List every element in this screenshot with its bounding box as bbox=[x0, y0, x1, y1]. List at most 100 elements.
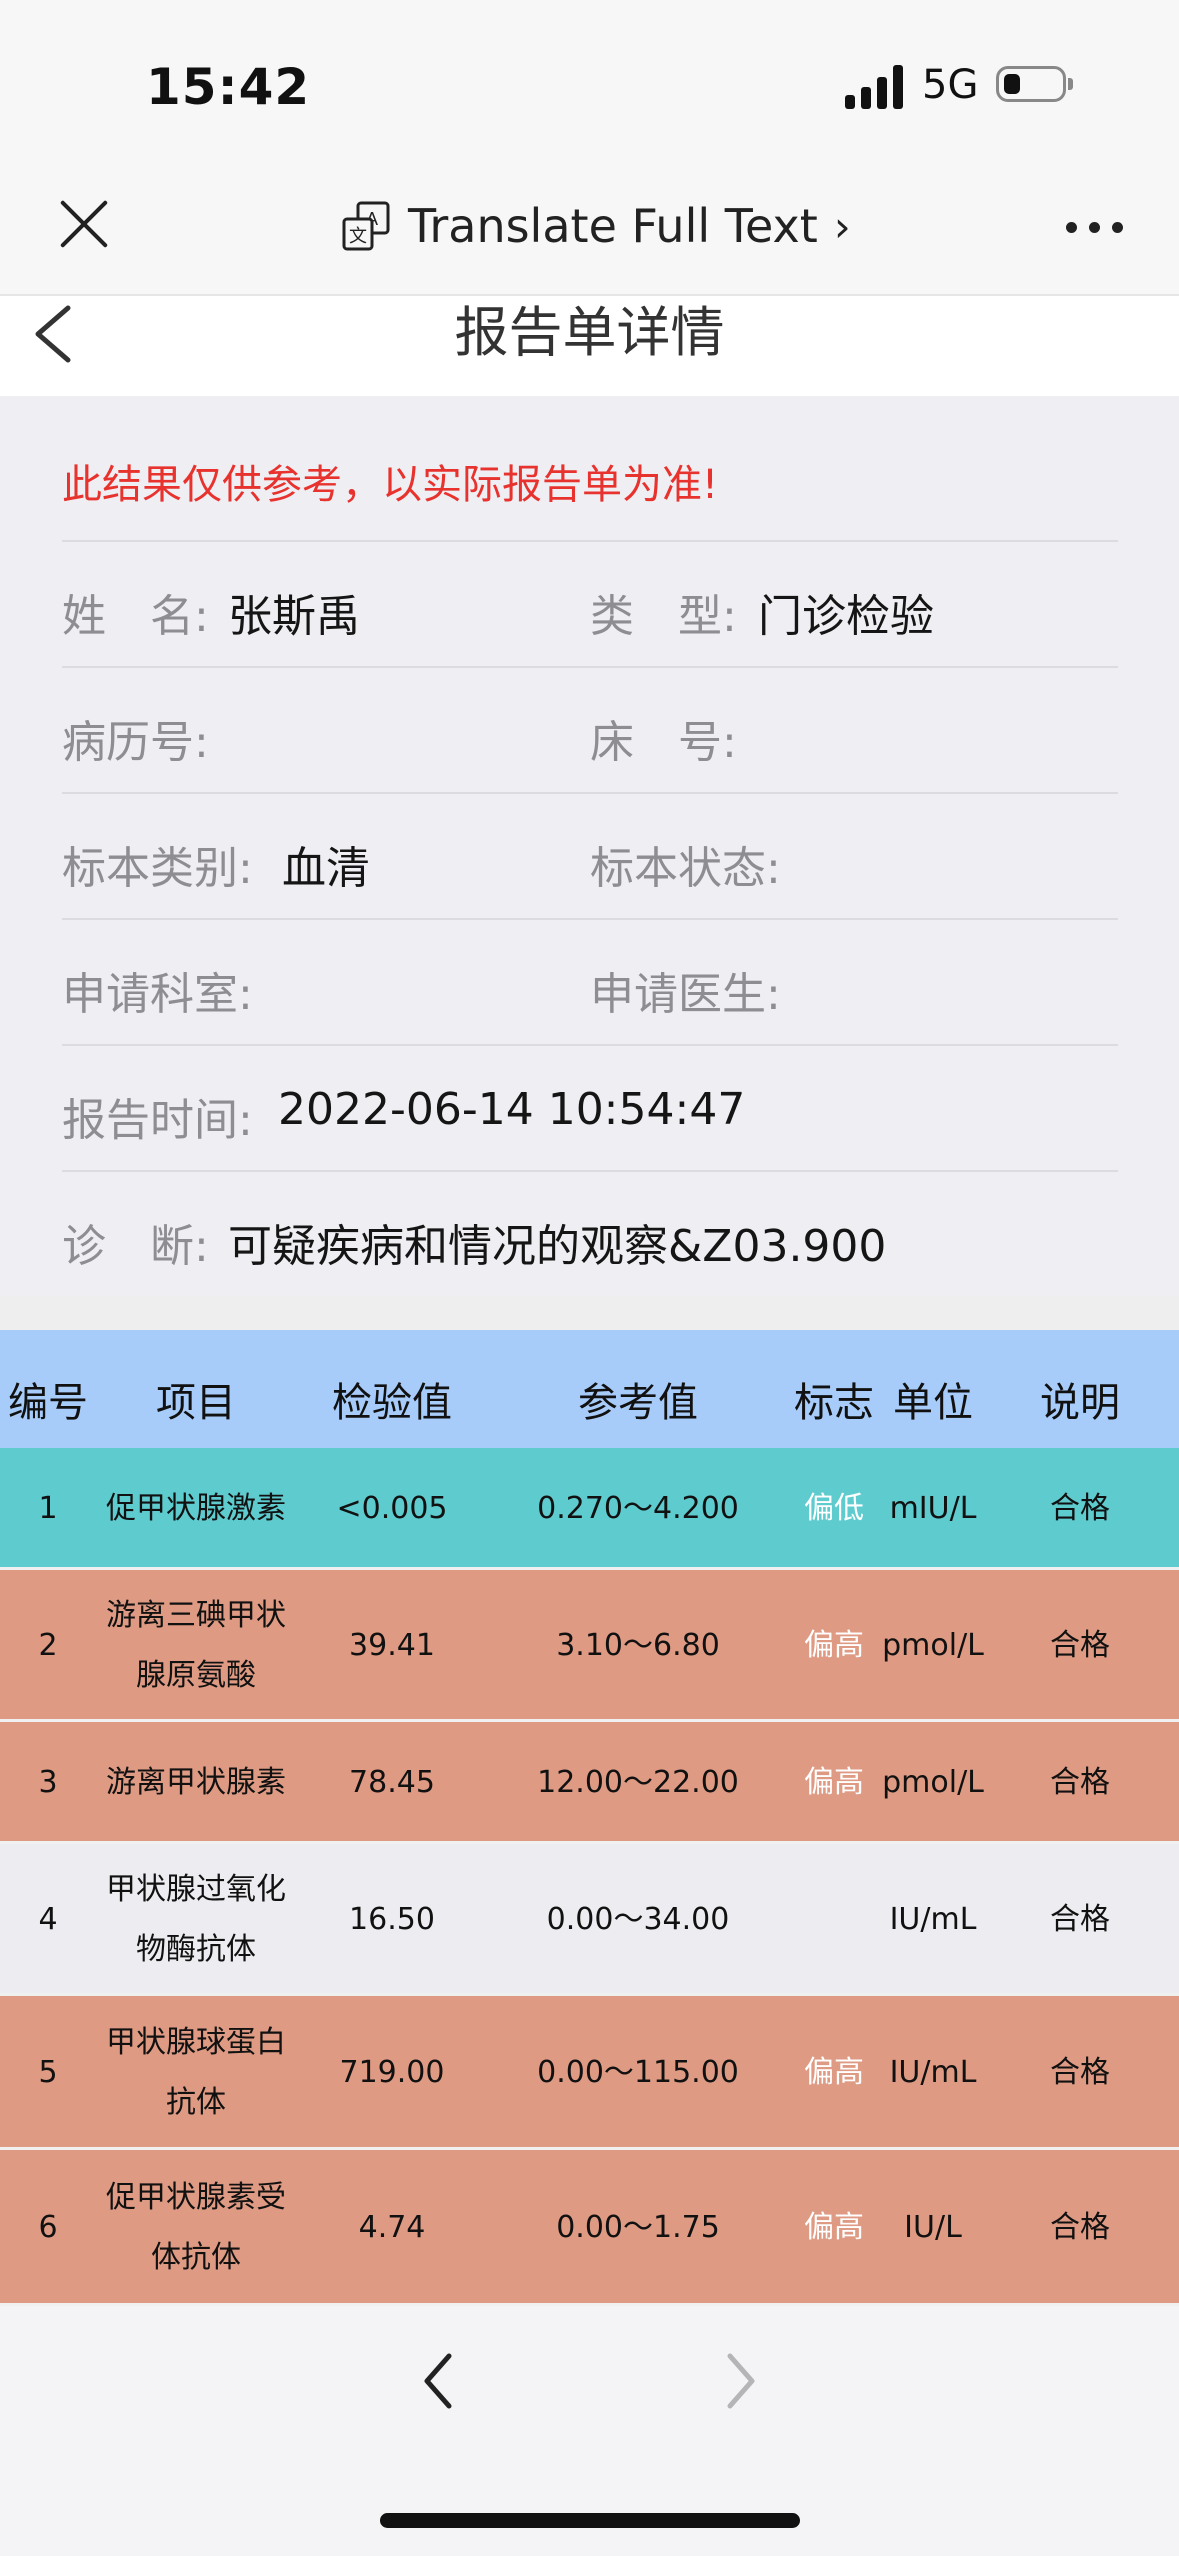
col-header-no: 编号 bbox=[8, 1380, 88, 1426]
table-row[interactable]: 1 促甲状腺激素 <0.005 0.270～4.200 偏低 mIU/L 合格 bbox=[0, 1448, 1179, 1570]
cell-item: 游离三碘甲状 腺原氨酸 bbox=[106, 1586, 286, 1706]
cell-note: 合格 bbox=[1050, 2210, 1110, 2245]
nav-bar bbox=[0, 170, 1179, 294]
diagnosis-label: 诊 断: bbox=[62, 1221, 209, 1272]
home-indicator bbox=[380, 2513, 800, 2528]
col-header-flag: 标志 bbox=[794, 1380, 874, 1426]
close-icon[interactable] bbox=[56, 196, 112, 252]
chevron-left-icon[interactable] bbox=[409, 2346, 469, 2416]
cell-note: 合格 bbox=[1050, 1765, 1110, 1800]
report-time-value: 2022-06-14 10:54:47 bbox=[278, 1084, 746, 1135]
cell-item-line2: 物酶抗体 bbox=[136, 1932, 256, 1967]
doctor-label: 申请医生: bbox=[590, 969, 781, 1020]
table-row[interactable]: 3 游离甲状腺素 78.45 12.00～22.00 偏高 pmol/L 合格 bbox=[0, 1722, 1179, 1844]
chevron-right-icon[interactable] bbox=[710, 2346, 770, 2416]
table-header bbox=[0, 1330, 1179, 1448]
cell-value: <0.005 bbox=[336, 1491, 448, 1526]
cell-value: 719.00 bbox=[339, 2055, 445, 2090]
cell-item: 游离甲状腺素 bbox=[106, 1765, 286, 1800]
section-gap bbox=[0, 1296, 1179, 1330]
translate-icon: A 文 bbox=[342, 201, 390, 251]
cell-no: 3 bbox=[38, 1765, 58, 1800]
cell-no: 4 bbox=[38, 1902, 58, 1937]
cell-flag: 偏低 bbox=[804, 1491, 864, 1526]
cell-flag: 偏高 bbox=[804, 1628, 864, 1663]
cell-flag: 偏高 bbox=[804, 1765, 864, 1800]
report-time-label: 报告时间: bbox=[62, 1095, 253, 1146]
cell-item: 甲状腺过氧化 物酶抗体 bbox=[106, 1860, 286, 1980]
table-row[interactable]: 5 甲状腺球蛋白 抗体 719.00 0.00～115.00 偏高 IU/mL 合格 bbox=[0, 1996, 1179, 2150]
specimen-state-label: 标本状态: bbox=[590, 843, 781, 894]
name-value: 张斯禹 bbox=[228, 591, 360, 642]
name-label: 姓 名: bbox=[62, 591, 209, 642]
cell-unit: mIU/L bbox=[889, 1491, 977, 1526]
cell-ref: 0.270～4.200 bbox=[537, 1491, 739, 1526]
info-row-diagnosis: 诊 断: 可疑疾病和情况的观察&Z03.900 bbox=[62, 1170, 1118, 1300]
dept-label: 申请科室: bbox=[62, 969, 253, 1020]
battery-icon bbox=[996, 66, 1073, 102]
cell-item: 促甲状腺激素 bbox=[106, 1491, 286, 1526]
cell-value: 78.45 bbox=[349, 1765, 435, 1800]
cell-item-line1: 甲状腺球蛋白 bbox=[106, 2025, 286, 2060]
info-row-time: 报告时间: 2022-06-14 10:54:47 bbox=[62, 1044, 1118, 1172]
cell-note: 合格 bbox=[1050, 1628, 1110, 1663]
more-icon[interactable] bbox=[1066, 222, 1124, 233]
status-bar bbox=[0, 0, 1179, 170]
type-value: 门诊检验 bbox=[758, 591, 934, 642]
cell-value: 16.50 bbox=[349, 1902, 435, 1937]
cell-flag: 偏高 bbox=[804, 2210, 864, 2245]
diagnosis-value: 可疑疾病和情况的观察&Z03.900 bbox=[228, 1221, 887, 1272]
cell-flag: 偏高 bbox=[804, 2055, 864, 2090]
cell-value: 4.74 bbox=[358, 2210, 426, 2245]
col-header-ref: 参考值 bbox=[578, 1380, 698, 1426]
specimen-label: 标本类别: bbox=[62, 843, 253, 894]
status-time: 15:42 bbox=[146, 58, 311, 116]
col-header-note: 说明 bbox=[1040, 1380, 1120, 1426]
record-label: 病历号: bbox=[62, 717, 209, 768]
info-row-specimen: 标本类别: 血清 标本状态: bbox=[62, 792, 1118, 920]
cell-unit: pmol/L bbox=[882, 1628, 984, 1663]
cell-no: 5 bbox=[38, 2055, 58, 2090]
col-header-value: 检验值 bbox=[332, 1380, 452, 1426]
cell-ref: 0.00～115.00 bbox=[537, 2055, 739, 2090]
cell-note: 合格 bbox=[1050, 1902, 1110, 1937]
table-row[interactable]: 6 促甲状腺素受 体抗体 4.74 0.00～1.75 偏高 IU/L 合格 bbox=[0, 2150, 1179, 2306]
signal-icon bbox=[845, 65, 905, 109]
col-header-unit: 单位 bbox=[893, 1380, 973, 1426]
translate-label: Translate Full Text bbox=[408, 199, 818, 253]
cell-item-line2: 体抗体 bbox=[151, 2240, 241, 2275]
page-header bbox=[0, 294, 1179, 398]
cell-item-line2: 腺原氨酸 bbox=[136, 1658, 256, 1693]
cell-unit: IU/mL bbox=[889, 1902, 977, 1937]
translate-button[interactable]: A 文 Translate Full Text › bbox=[340, 196, 851, 256]
cell-ref: 12.00～22.00 bbox=[537, 1765, 739, 1800]
bed-label: 床 号: bbox=[590, 717, 737, 768]
cell-item-line1: 游离三碘甲状 bbox=[106, 1598, 286, 1633]
cell-no: 1 bbox=[38, 1491, 58, 1526]
cell-ref: 0.00～1.75 bbox=[556, 2210, 720, 2245]
info-row-name: 姓 名: 张斯禹 类 型: 门诊检验 bbox=[62, 540, 1118, 668]
specimen-value: 血清 bbox=[282, 843, 370, 894]
table-row[interactable]: 4 甲状腺过氧化 物酶抗体 16.50 0.00～34.00 IU/mL 合格 bbox=[0, 1844, 1179, 1996]
back-icon[interactable] bbox=[26, 302, 86, 366]
cell-unit: IU/L bbox=[904, 2210, 962, 2245]
cell-item-line1: 促甲状腺素受 bbox=[106, 2180, 286, 2215]
cell-item: 甲状腺球蛋白 抗体 bbox=[106, 2013, 286, 2133]
cell-item-line1: 甲状腺过氧化 bbox=[106, 1872, 286, 1907]
cell-item: 促甲状腺素受 体抗体 bbox=[106, 2168, 286, 2288]
cell-no: 2 bbox=[38, 1628, 58, 1663]
cell-item-line2: 抗体 bbox=[166, 2085, 226, 2120]
cell-unit: pmol/L bbox=[882, 1765, 984, 1800]
table-row[interactable]: 2 游离三碘甲状 腺原氨酸 39.41 3.10～6.80 偏高 pmol/L 合格 bbox=[0, 1570, 1179, 1722]
report-info-card bbox=[0, 396, 1179, 1296]
cell-unit: IU/mL bbox=[889, 2055, 977, 2090]
cell-no: 6 bbox=[38, 2210, 58, 2245]
svg-text:文: 文 bbox=[349, 226, 367, 247]
cell-ref: 3.10～6.80 bbox=[556, 1628, 720, 1663]
col-header-item: 项目 bbox=[156, 1380, 236, 1426]
cell-note: 合格 bbox=[1050, 2055, 1110, 2090]
cell-note: 合格 bbox=[1050, 1491, 1110, 1526]
network-label: 5G bbox=[922, 62, 979, 108]
chevron-right-icon: › bbox=[833, 201, 851, 251]
cell-ref: 0.00～34.00 bbox=[546, 1902, 730, 1937]
